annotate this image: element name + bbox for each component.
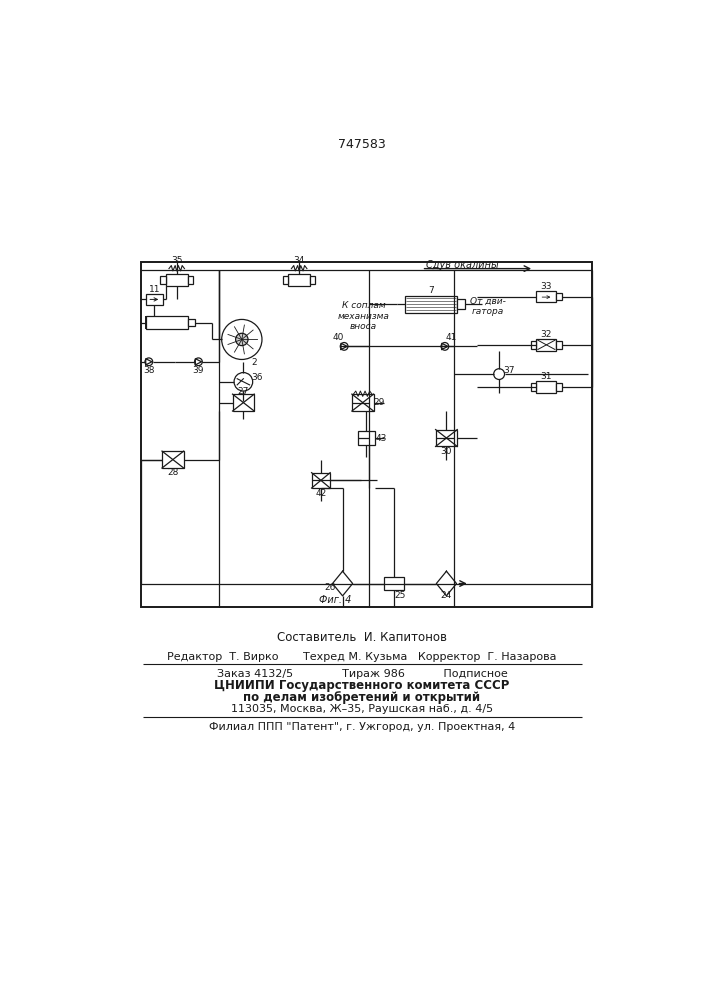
Bar [312, 473, 330, 488]
Text: Сдув окалины: Сдув окалины [426, 260, 498, 270]
Bar [160, 276, 166, 284]
Text: 28: 28 [167, 468, 179, 477]
Circle shape [441, 343, 449, 350]
Text: Фиг. 4: Фиг. 4 [319, 595, 351, 605]
Circle shape [234, 373, 252, 391]
Bar [187, 276, 193, 284]
Circle shape [194, 358, 202, 366]
Circle shape [493, 369, 505, 379]
Bar [283, 276, 288, 284]
Bar [166, 274, 187, 286]
Text: От дви-
гатора: От дви- гатора [469, 297, 506, 316]
Text: Редактор  Т. Вирко       Техред М. Кузьма   Корректор  Г. Назарова: Редактор Т. Вирко Техред М. Кузьма Корре… [167, 652, 556, 662]
Text: 34: 34 [293, 256, 305, 265]
Text: по делам изобретений и открытий: по делам изобретений и открытий [243, 691, 481, 704]
Bar [537, 291, 556, 302]
Text: К соплам
механизма
вноса: К соплам механизма вноса [337, 301, 390, 331]
Text: 37: 37 [503, 366, 515, 375]
Text: 31: 31 [541, 372, 552, 381]
Text: 27: 27 [238, 387, 249, 396]
Bar [404, 296, 457, 312]
Text: 39: 39 [193, 366, 204, 375]
Bar [436, 430, 457, 446]
Text: 2: 2 [252, 358, 257, 367]
Text: 7: 7 [428, 286, 434, 295]
Text: 29: 29 [373, 398, 385, 407]
Text: Заказ 4132/5              Тираж 986           Подписное: Заказ 4132/5 Тираж 986 Подписное [216, 669, 508, 679]
Text: 41: 41 [445, 333, 457, 342]
Bar [141, 262, 592, 607]
Bar [146, 294, 163, 305]
Bar [537, 381, 556, 393]
Bar [310, 276, 315, 284]
Text: 747583: 747583 [338, 138, 386, 151]
Circle shape [340, 343, 348, 350]
Bar [556, 341, 562, 349]
Bar [188, 319, 194, 326]
Text: 35: 35 [171, 256, 182, 265]
Bar [288, 274, 310, 286]
Bar [537, 339, 556, 351]
Bar [556, 383, 562, 391]
Text: 25: 25 [395, 591, 406, 600]
Text: Составитель  И. Капитонов: Составитель И. Капитонов [277, 631, 447, 644]
Text: 42: 42 [315, 489, 327, 498]
Bar [352, 394, 373, 411]
Bar [531, 341, 537, 349]
Text: 36: 36 [252, 373, 263, 382]
Bar [384, 577, 404, 590]
Bar [233, 394, 255, 411]
Text: 26: 26 [325, 583, 336, 592]
Bar [556, 293, 562, 300]
Text: 32: 32 [541, 330, 552, 339]
Text: 43: 43 [375, 434, 387, 443]
Text: 33: 33 [541, 282, 552, 291]
Text: 40: 40 [332, 333, 344, 342]
Text: 38: 38 [143, 366, 155, 375]
Text: 113035, Москва, Ж–35, Раушская наб., д. 4/5: 113035, Москва, Ж–35, Раушская наб., д. … [231, 704, 493, 714]
Text: 24: 24 [440, 591, 452, 600]
Circle shape [145, 358, 153, 366]
Text: Филиал ППП "Патент", г. Ужгород, ул. Проектная, 4: Филиал ППП "Патент", г. Ужгород, ул. Про… [209, 722, 515, 732]
Bar [146, 316, 188, 329]
Circle shape [222, 319, 262, 359]
Bar [531, 383, 537, 391]
Bar [358, 431, 375, 445]
Text: 11: 11 [148, 285, 160, 294]
Bar [162, 451, 184, 468]
Bar [457, 299, 465, 309]
Text: 30: 30 [440, 447, 452, 456]
Text: ЦНИИПИ Государственного комитета СССР: ЦНИИПИ Государственного комитета СССР [214, 679, 510, 692]
Circle shape [235, 333, 248, 346]
